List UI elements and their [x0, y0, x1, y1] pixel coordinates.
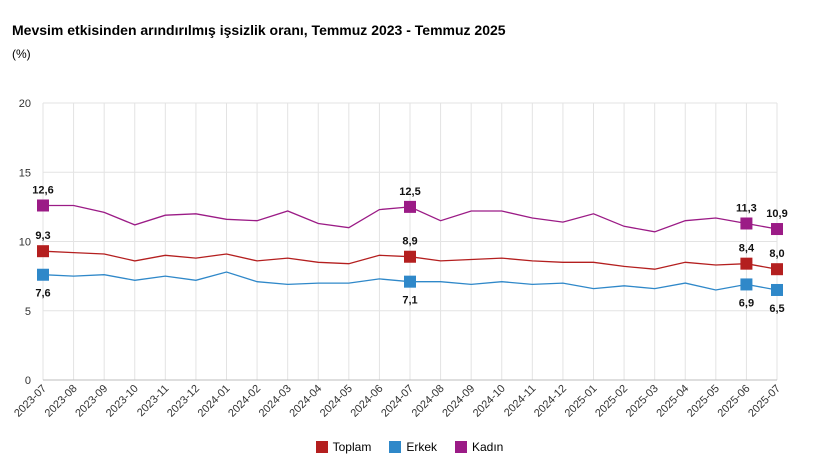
- data-label: 7,6: [35, 288, 50, 300]
- x-tick-label: 2024-06: [349, 383, 386, 420]
- y-tick-label: 0: [25, 375, 31, 387]
- x-tick-label: 2023-07: [12, 383, 49, 420]
- chart-subtitle: (%): [12, 47, 31, 61]
- legend-swatch: [455, 441, 467, 453]
- legend-item-erkek[interactable]: Erkek: [389, 440, 437, 454]
- data-marker-toplam: [37, 245, 49, 258]
- legend-label: Erkek: [406, 440, 437, 454]
- data-marker-erkek: [37, 268, 49, 281]
- x-tick-label: 2024-07: [379, 383, 416, 420]
- x-tick-label: 2024-12: [532, 383, 569, 420]
- data-marker-kadın: [404, 200, 416, 213]
- data-marker-erkek: [404, 275, 416, 288]
- data-label: 6,5: [769, 303, 784, 315]
- data-label: 7,1: [402, 295, 417, 307]
- data-label: 8,9: [402, 236, 417, 248]
- legend-label: Kadın: [472, 440, 504, 454]
- data-marker-toplam: [404, 250, 416, 263]
- data-label: 11,3: [736, 202, 757, 214]
- chart-title: Mevsim etkisinden arındırılmış işsizlik …: [12, 22, 506, 38]
- data-marker-toplam: [771, 263, 783, 276]
- data-label: 9,3: [35, 230, 50, 242]
- data-marker-erkek: [771, 283, 783, 296]
- x-tick-label: 2024-02: [226, 383, 263, 420]
- x-tick-label: 2023-09: [73, 383, 110, 420]
- x-tick-label: 2023-08: [43, 383, 80, 420]
- data-label: 10,9: [766, 208, 787, 220]
- x-tick-label: 2023-10: [104, 383, 141, 420]
- y-tick-label: 15: [19, 167, 31, 179]
- x-tick-label: 2024-10: [471, 383, 508, 420]
- x-tick-label: 2025-01: [563, 383, 600, 420]
- legend-item-kadın[interactable]: Kadın: [455, 440, 503, 454]
- x-tick-label: 2024-05: [318, 383, 355, 420]
- x-tick-label: 2024-08: [410, 383, 447, 420]
- x-tick-label: 2024-09: [440, 383, 477, 420]
- data-marker-kadın: [771, 223, 783, 236]
- x-tick-label: 2025-04: [654, 383, 691, 420]
- data-label: 6,9: [739, 297, 754, 309]
- x-tick-label: 2023-11: [135, 383, 171, 419]
- x-tick-label: 2024-11: [502, 383, 538, 419]
- x-tick-label: 2025-07: [746, 383, 783, 420]
- y-tick-label: 10: [19, 237, 31, 249]
- x-tick-label: 2024-01: [196, 383, 233, 420]
- data-marker-toplam: [740, 257, 753, 270]
- y-tick-label: 5: [25, 306, 31, 318]
- y-tick-label: 20: [19, 98, 31, 110]
- x-tick-label: 2024-04: [287, 383, 324, 420]
- x-tick-label: 2024-03: [257, 383, 294, 420]
- data-marker-erkek: [740, 278, 753, 291]
- legend-item-toplam[interactable]: Toplam: [315, 440, 372, 454]
- x-tick-label: 2025-06: [716, 383, 753, 420]
- legend-swatch: [389, 441, 402, 453]
- data-marker-kadın: [37, 199, 49, 212]
- legend-swatch: [315, 441, 328, 453]
- x-tick-label: 2023-12: [165, 383, 202, 420]
- x-tick-label: 2025-03: [624, 383, 661, 420]
- data-label: 12,5: [399, 186, 420, 198]
- legend-label: Toplam: [332, 440, 372, 454]
- chart-legend: Toplam Erkek Kadın: [0, 440, 819, 454]
- x-tick-label: 2025-05: [685, 383, 722, 420]
- data-label: 8,4: [739, 243, 755, 255]
- data-label: 12,6: [32, 184, 53, 196]
- data-label: 8,0: [769, 248, 784, 260]
- data-marker-kadın: [740, 217, 753, 230]
- x-tick-label: 2025-02: [593, 383, 630, 420]
